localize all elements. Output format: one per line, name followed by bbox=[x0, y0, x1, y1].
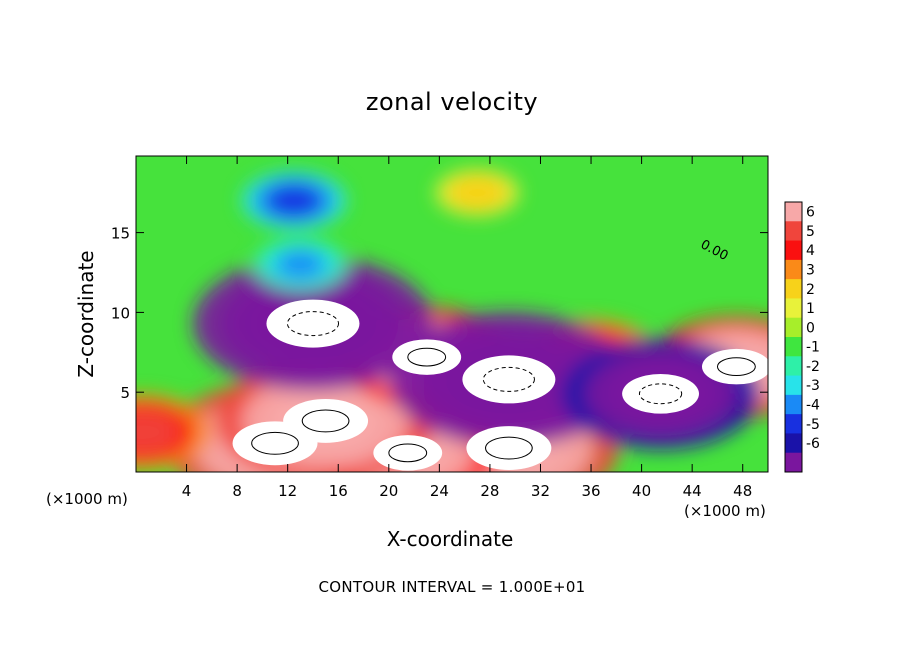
contour-line-4 bbox=[407, 347, 447, 367]
colorbar-swatch bbox=[785, 337, 802, 357]
y-tick-label: 15 bbox=[111, 225, 130, 243]
x-tick-label: 32 bbox=[531, 482, 550, 500]
contour-interval-note: CONTOUR INTERVAL = 1.000E+01 bbox=[318, 578, 586, 596]
heatmap-field: 0.00 bbox=[136, 156, 768, 472]
colorbar-tick-label: -4 bbox=[806, 398, 820, 414]
field-max-saturated-core-4 bbox=[392, 339, 462, 375]
colorbar-swatch bbox=[785, 375, 802, 396]
x-tick-label: 44 bbox=[683, 482, 702, 500]
colorbar-tick-label: -6 bbox=[806, 436, 820, 452]
field-max-saturated-core-1 bbox=[466, 426, 552, 470]
x-axis-label: X-coordinate bbox=[386, 527, 514, 551]
colorbar-frame bbox=[784, 201, 803, 473]
colorbar-swatch bbox=[785, 221, 802, 242]
colorbar-tick-label: 1 bbox=[806, 301, 815, 317]
x-unit-label-left: (×1000 m) bbox=[46, 490, 128, 508]
colorbar-swatch bbox=[785, 433, 802, 454]
chart-title: zonal velocity bbox=[365, 88, 539, 116]
colorbar-tick-label: 2 bbox=[806, 282, 815, 298]
contour-line-5 bbox=[716, 357, 756, 377]
contour-line-0 bbox=[251, 431, 299, 455]
colorbar-swatch bbox=[785, 356, 802, 377]
x-tick-label: 4 bbox=[182, 482, 192, 500]
colorbar-tick-label: 3 bbox=[806, 263, 815, 279]
colorbar-swatch bbox=[785, 240, 802, 261]
colorbar-tick-label: 4 bbox=[806, 243, 815, 259]
colorbar-swatch bbox=[785, 202, 802, 222]
x-tick-label: 48 bbox=[733, 482, 752, 500]
field-min-saturated-core-11 bbox=[622, 373, 699, 414]
colorbar-tick-label: -1 bbox=[806, 340, 820, 356]
field-max-blob-8-2 bbox=[455, 179, 500, 206]
x-tick-label: 16 bbox=[329, 482, 348, 500]
y-tick-label: 10 bbox=[111, 304, 130, 322]
plot-frame bbox=[135, 155, 769, 473]
colorbar-swatch bbox=[785, 298, 802, 319]
colorbar-tick-label: 0 bbox=[806, 320, 815, 336]
x-tick-label: 20 bbox=[379, 482, 398, 500]
colorbar-tick-label: -5 bbox=[806, 417, 820, 433]
colorbar-swatch bbox=[785, 317, 802, 338]
colorbar-tick-label: -3 bbox=[806, 378, 820, 394]
x-tick-label: 28 bbox=[480, 482, 499, 500]
field-max-saturated-core-3 bbox=[283, 399, 369, 443]
field-min-blob-13-2 bbox=[275, 249, 326, 280]
contour-line-11 bbox=[638, 383, 683, 405]
colorbar-swatch bbox=[785, 394, 802, 415]
contour-line-9 bbox=[286, 311, 340, 337]
y-axis-label: Z-coordinate bbox=[74, 250, 98, 378]
field-max-blob-7-2 bbox=[136, 410, 179, 454]
x-tick-label: 40 bbox=[632, 482, 651, 500]
colorbar-swatch bbox=[785, 259, 802, 280]
colorbar-tick-label: 6 bbox=[806, 205, 815, 221]
contour-line-10 bbox=[482, 366, 535, 392]
contour-line-2 bbox=[388, 443, 428, 463]
contour-line-1 bbox=[485, 436, 533, 460]
field-min-saturated-core-10 bbox=[462, 355, 556, 404]
colorbar-swatch bbox=[785, 279, 802, 299]
x-tick-label: 36 bbox=[581, 482, 600, 500]
x-tick-label: 12 bbox=[278, 482, 297, 500]
x-tick-label: 8 bbox=[232, 482, 242, 500]
field-min-saturated-core-9 bbox=[266, 299, 360, 348]
contour-line-3 bbox=[301, 409, 350, 433]
y-tick-label: 5 bbox=[120, 384, 130, 402]
field-min-blob-12-2 bbox=[266, 184, 322, 218]
x-unit-label-right: (×1000 m) bbox=[684, 502, 766, 520]
field-max-saturated-core-5 bbox=[702, 348, 768, 385]
colorbar-tick-label: -2 bbox=[806, 359, 820, 375]
colorbar-tick-label: 5 bbox=[806, 224, 815, 240]
x-tick-label: 24 bbox=[430, 482, 449, 500]
field-max-saturated-core-2 bbox=[373, 435, 443, 471]
colorbar-swatch bbox=[785, 452, 802, 473]
colorbar-swatch bbox=[785, 414, 802, 434]
